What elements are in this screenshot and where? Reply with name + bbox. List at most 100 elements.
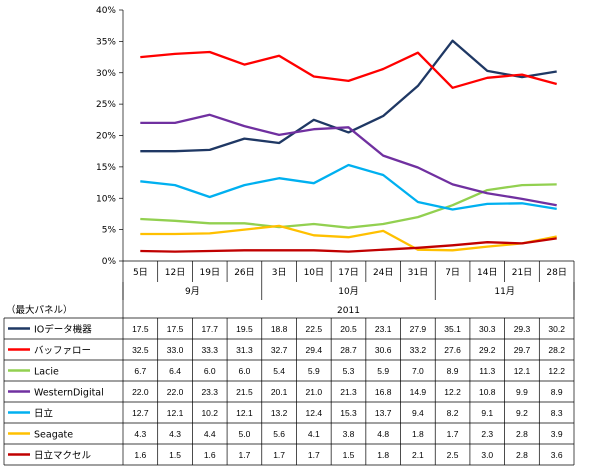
y-tick-label: 0% xyxy=(102,257,117,267)
data-cell: 5.9 xyxy=(377,366,389,376)
data-cell: 4.3 xyxy=(169,429,181,439)
data-cell: 12.2 xyxy=(548,366,565,376)
data-cell: 12.1 xyxy=(514,366,531,376)
data-cell: 1.8 xyxy=(412,429,424,439)
chart-axes: 0% 5% 10% 15% 20% 25% 30% 35% 40% xyxy=(96,6,574,267)
data-cell: 5.9 xyxy=(308,366,320,376)
data-cell: 8.3 xyxy=(551,408,563,418)
x-tick-label: 14日 xyxy=(477,267,497,278)
data-cell: 17.5 xyxy=(132,324,149,334)
y-tick-label: 10% xyxy=(96,194,116,204)
data-cell: 12.4 xyxy=(306,408,323,418)
data-cell: 32.5 xyxy=(132,345,149,355)
data-cell: 2.8 xyxy=(516,429,528,439)
data-cell: 29.2 xyxy=(479,345,496,355)
series-line xyxy=(140,50,558,89)
y-tick-label: 25% xyxy=(96,100,116,110)
data-table: 5日 12日 19日 26日 3日 10日 17日 24日 31日 7日 14日 21日 28日 9月 10… xyxy=(3,261,575,466)
data-cell: 6.7 xyxy=(134,366,146,376)
data-cell: 4.4 xyxy=(204,429,216,439)
y-tick-label: 20% xyxy=(96,132,116,142)
y-tick-label: 5% xyxy=(102,226,117,236)
data-cell: 17.5 xyxy=(167,324,184,334)
data-cell: 2.3 xyxy=(481,429,493,439)
y-tick-label: 30% xyxy=(96,69,116,79)
legend-label: WesternDigital xyxy=(34,388,104,399)
data-cell: 22.0 xyxy=(132,387,149,397)
data-cell: 29.3 xyxy=(514,324,531,334)
data-cell: 32.7 xyxy=(271,345,288,355)
data-cell: 1.7 xyxy=(447,429,459,439)
data-cell: 4.1 xyxy=(308,429,320,439)
series-line xyxy=(140,183,557,229)
data-cell: 35.1 xyxy=(444,324,461,334)
series-line xyxy=(140,39,557,153)
data-cell: 8.2 xyxy=(447,408,459,418)
data-cell: 9.9 xyxy=(516,387,528,397)
data-cell: 1.7 xyxy=(273,450,285,460)
month-label: 10月 xyxy=(338,286,358,297)
data-cell: 8.9 xyxy=(447,366,459,376)
data-cell: 5.3 xyxy=(343,366,355,376)
y-tick-label: 15% xyxy=(96,163,116,173)
data-cell: 3.9 xyxy=(551,429,563,439)
data-cell: 11.3 xyxy=(479,366,495,376)
data-cell: 3.8 xyxy=(343,429,355,439)
data-cell: 12.7 xyxy=(132,408,149,418)
data-cell: 1.5 xyxy=(169,450,181,460)
month-label: 11月 xyxy=(494,286,514,297)
data-cell: 20.1 xyxy=(271,387,288,397)
data-cell: 27.9 xyxy=(410,324,427,334)
series-line xyxy=(140,163,557,211)
legend-label: IOデータ機器 xyxy=(34,324,92,336)
data-cell: 30.2 xyxy=(548,324,565,334)
legend-label: 日立 xyxy=(34,408,53,420)
data-cell: 2.8 xyxy=(516,450,528,460)
data-cell: 15.3 xyxy=(340,408,357,418)
x-tick-label: 19日 xyxy=(200,267,220,278)
data-cell: 27.6 xyxy=(444,345,461,355)
data-cell: 12.1 xyxy=(167,408,184,418)
data-cell: 21.3 xyxy=(340,387,357,397)
x-tick-label: 3日 xyxy=(272,267,287,278)
data-cell: 8.9 xyxy=(551,387,563,397)
x-tick-label: 5日 xyxy=(133,267,148,278)
data-cell: 18.8 xyxy=(271,324,288,334)
data-cell: 1.6 xyxy=(204,450,216,460)
data-cell: 3.0 xyxy=(481,450,493,460)
data-cell: 4.3 xyxy=(134,429,146,439)
data-cell: 6.0 xyxy=(204,366,216,376)
data-cell: 9.1 xyxy=(481,408,493,418)
legend-label: Lacie xyxy=(34,367,59,378)
data-cell: 4.8 xyxy=(377,429,389,439)
y-tick-label: 40% xyxy=(96,6,116,16)
data-cell: 23.1 xyxy=(375,324,392,334)
data-cell: 1.8 xyxy=(377,450,389,460)
data-cell: 14.9 xyxy=(410,387,427,397)
x-tick-label: 10日 xyxy=(304,267,324,278)
data-cell: 31.3 xyxy=(236,345,253,355)
x-tick-label: 21日 xyxy=(512,267,532,278)
x-tick-label: 28日 xyxy=(546,267,566,278)
data-cell: 6.0 xyxy=(239,366,251,376)
data-cell: 3.6 xyxy=(551,450,563,460)
data-cell: 28.2 xyxy=(548,345,565,355)
data-cell: 13.7 xyxy=(375,408,392,418)
data-cell: 9.4 xyxy=(412,408,424,418)
data-cell: 1.5 xyxy=(343,450,355,460)
x-tick-label: 7日 xyxy=(445,267,460,278)
series-line xyxy=(140,224,557,252)
data-cell: 21.0 xyxy=(306,387,323,397)
data-cell: 29.4 xyxy=(306,345,323,355)
data-cell: 10.2 xyxy=(201,408,218,418)
data-cell: 22.0 xyxy=(167,387,184,397)
series-line xyxy=(140,237,557,253)
data-cell: 16.8 xyxy=(375,387,392,397)
data-cell: 5.0 xyxy=(239,429,251,439)
data-cell: 22.5 xyxy=(306,324,323,334)
data-cell: 1.7 xyxy=(239,450,251,460)
legend-label: 日立マクセル xyxy=(34,450,92,462)
data-cell: 19.5 xyxy=(236,324,253,334)
data-cell: 10.8 xyxy=(479,387,496,397)
data-cell: 17.7 xyxy=(201,324,218,334)
